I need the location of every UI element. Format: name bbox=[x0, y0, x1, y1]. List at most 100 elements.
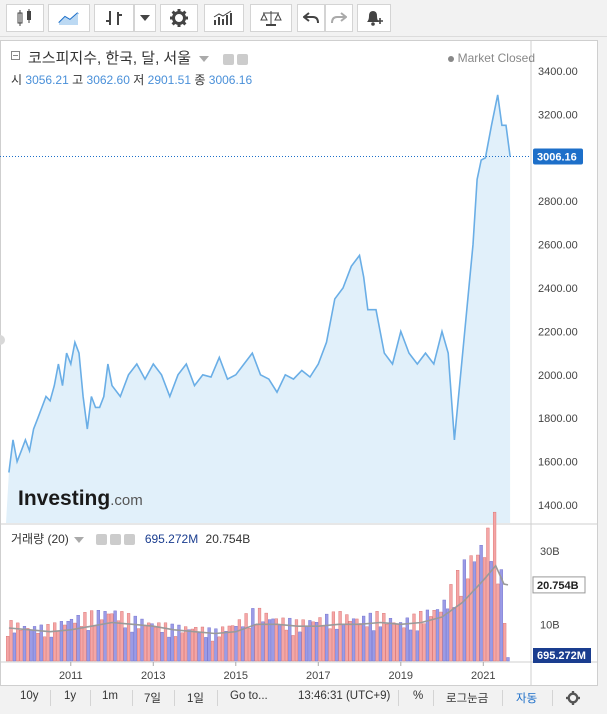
y-tick-label: 1800.00 bbox=[538, 413, 578, 425]
period-10y-button[interactable]: 10y bbox=[20, 690, 39, 702]
volume-ma-badge: 20.754B bbox=[532, 576, 586, 594]
volume-bar bbox=[506, 657, 510, 662]
volume-bar bbox=[311, 621, 315, 662]
volume-legend[interactable]: 거래량 (20) 695.272M 20.754B bbox=[11, 530, 250, 547]
volume-bar bbox=[247, 628, 252, 662]
volume-bar bbox=[180, 632, 184, 662]
volume-bar bbox=[254, 624, 258, 662]
volume-bar bbox=[32, 626, 37, 662]
y-tick-label: 2400.00 bbox=[538, 283, 578, 295]
volume-bar bbox=[173, 636, 178, 662]
volume-bar bbox=[375, 611, 379, 662]
market-status-text: Market Closed bbox=[457, 51, 535, 65]
volume-bar bbox=[432, 610, 436, 662]
caret-down-icon bbox=[199, 56, 210, 63]
auto-scale-button[interactable]: 자동 bbox=[516, 693, 538, 705]
volume-bar bbox=[415, 630, 419, 662]
volume-bar bbox=[368, 612, 372, 662]
x-tick-label: 2011 bbox=[59, 670, 83, 682]
volume-bar bbox=[288, 617, 292, 662]
high-value: 3062.60 bbox=[86, 73, 130, 87]
volume-bar bbox=[231, 625, 235, 662]
volume-bar bbox=[355, 618, 359, 662]
volume-last-badge-label: 695.272M bbox=[537, 650, 586, 662]
close-label: 종 bbox=[194, 73, 206, 87]
low-value: 2901.51 bbox=[147, 73, 192, 87]
volume-bar bbox=[362, 615, 366, 662]
volume-bar bbox=[26, 628, 30, 662]
volume-bar bbox=[284, 629, 288, 662]
volume-bar bbox=[405, 617, 409, 662]
x-tick-label: 2017 bbox=[306, 670, 330, 682]
volume-bar bbox=[278, 624, 282, 662]
volume-bar bbox=[395, 623, 399, 662]
area-chart-button[interactable] bbox=[48, 4, 90, 32]
period-1d-button[interactable]: 1일 bbox=[187, 693, 204, 705]
bar-chart-type-button[interactable] bbox=[94, 4, 134, 32]
volume-bar bbox=[459, 595, 463, 662]
volume-bar bbox=[472, 561, 477, 662]
volume-bar bbox=[261, 621, 265, 662]
log-scale-button[interactable]: 로그눈금 bbox=[446, 693, 489, 705]
chart-type-dropdown[interactable] bbox=[134, 4, 156, 32]
period-1m-button[interactable]: 1m bbox=[102, 690, 118, 702]
clock-display: 13:46:31 (UTC+9) bbox=[298, 690, 391, 702]
candlestick-icon bbox=[17, 9, 31, 26]
alert-button[interactable] bbox=[357, 4, 391, 32]
volume-bar bbox=[479, 545, 483, 662]
investing-watermark: Investing.com bbox=[18, 487, 143, 510]
volume-bar bbox=[341, 624, 346, 662]
collapse-icon[interactable] bbox=[11, 51, 20, 60]
gear-icon[interactable] bbox=[566, 691, 580, 705]
volume-bar bbox=[335, 628, 339, 662]
eye-icon[interactable] bbox=[96, 534, 108, 546]
eye-icon[interactable] bbox=[223, 53, 235, 65]
volume-bar bbox=[200, 626, 205, 662]
percent-scale-button[interactable]: % bbox=[413, 690, 424, 702]
settings-button[interactable] bbox=[160, 4, 198, 32]
volume-bar bbox=[486, 527, 490, 662]
volume-bar bbox=[73, 622, 77, 662]
undo-button[interactable] bbox=[297, 4, 325, 32]
redo-button[interactable] bbox=[325, 4, 353, 32]
gear-icon[interactable] bbox=[110, 534, 122, 546]
instrument-title[interactable]: 코스피지수, 한국, 달, 서울 bbox=[28, 47, 249, 68]
volume-bar bbox=[220, 626, 225, 662]
volume-bar bbox=[22, 626, 27, 662]
volume-bar bbox=[157, 622, 161, 662]
volume-bar bbox=[422, 623, 426, 662]
volume-bar bbox=[331, 611, 336, 662]
volume-bar bbox=[351, 618, 356, 662]
volume-bar bbox=[150, 623, 154, 662]
volume-bar bbox=[83, 612, 87, 662]
candlestick-chart-button[interactable] bbox=[6, 4, 44, 32]
volume-ma-badge-bg bbox=[532, 576, 586, 594]
volume-bar bbox=[143, 625, 147, 662]
volume-bar bbox=[56, 630, 60, 662]
volume-bar bbox=[301, 619, 305, 662]
compare-button[interactable] bbox=[250, 4, 292, 32]
y-tick-label: 2800.00 bbox=[538, 196, 578, 208]
volume-bar bbox=[298, 631, 302, 662]
gear-icon[interactable] bbox=[237, 53, 249, 65]
period-7d-button[interactable]: 7일 bbox=[144, 693, 161, 705]
volume-bar bbox=[53, 622, 57, 662]
close-icon[interactable] bbox=[124, 534, 136, 546]
volume-ma-line bbox=[8, 564, 509, 635]
volume-bar bbox=[308, 620, 312, 662]
status-dot-icon bbox=[447, 55, 454, 62]
bell-plus-icon bbox=[367, 11, 383, 26]
volume-bar bbox=[210, 640, 215, 662]
volume-bar bbox=[409, 629, 413, 662]
scroll-handle[interactable] bbox=[0, 335, 5, 345]
x-tick-label: 2019 bbox=[389, 670, 413, 682]
indicators-button[interactable] bbox=[204, 4, 244, 32]
volume-bar bbox=[177, 624, 181, 662]
period-1y-button[interactable]: 1y bbox=[64, 690, 77, 702]
volume-bar bbox=[291, 635, 295, 662]
volume-bar bbox=[204, 637, 208, 662]
goto-button[interactable]: Go to... bbox=[230, 690, 268, 702]
volume-bar bbox=[49, 636, 53, 662]
volume-indicator-label: 거래량 (20) bbox=[11, 532, 69, 546]
